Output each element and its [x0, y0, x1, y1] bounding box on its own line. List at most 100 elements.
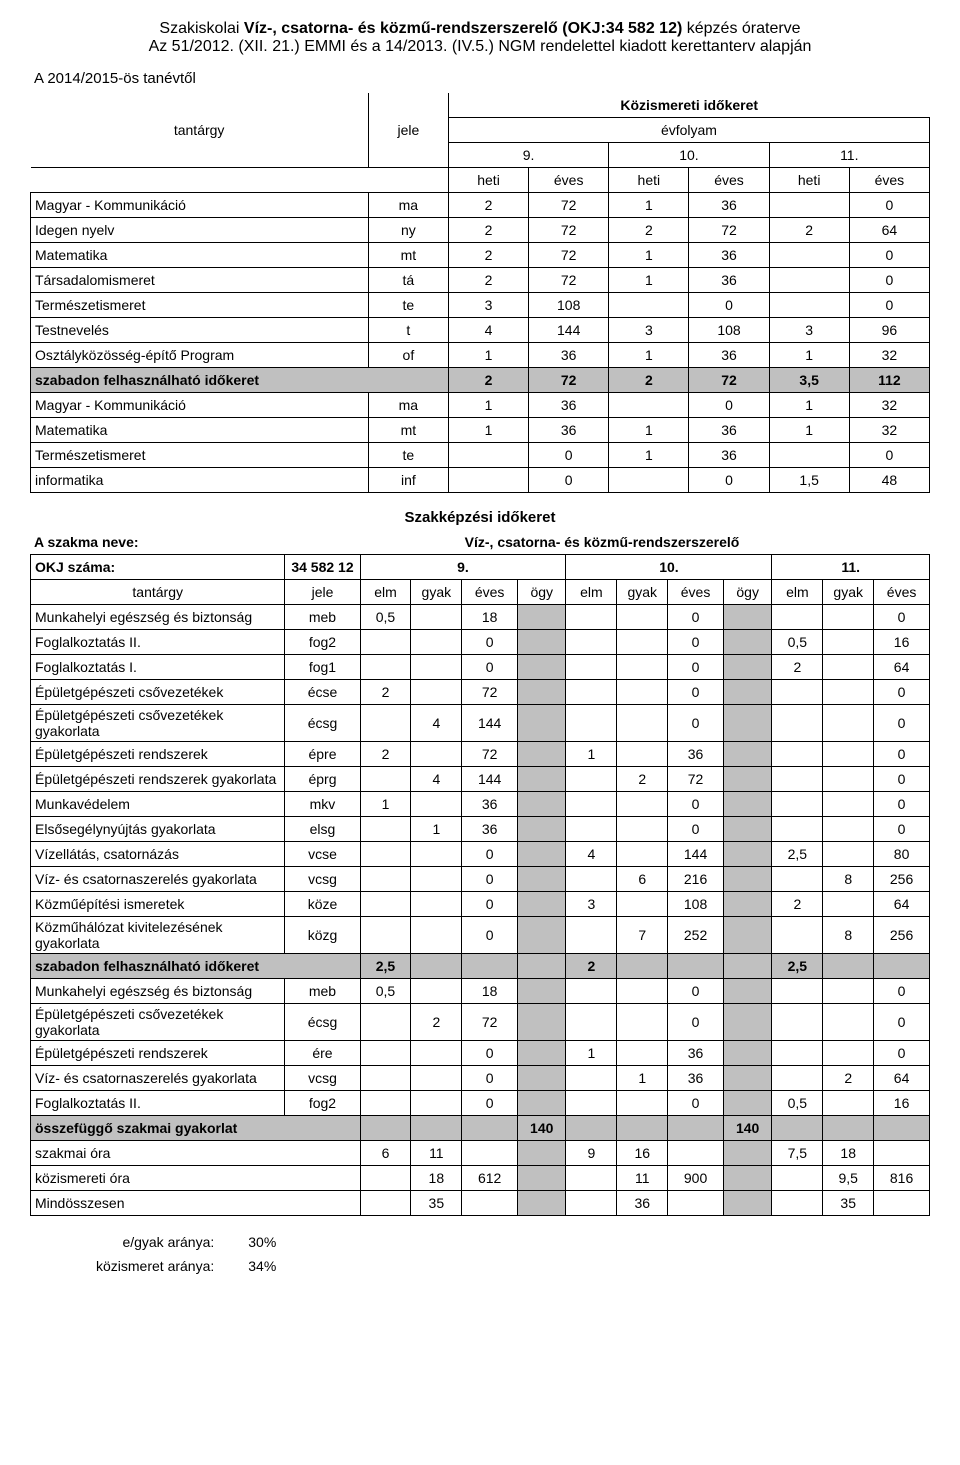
cell	[609, 293, 689, 318]
row-name: Természetismeret	[31, 293, 369, 318]
cell: 32	[849, 393, 929, 418]
cell: 16	[874, 1091, 930, 1116]
row-name: Idegen nyelv	[31, 218, 369, 243]
cell: 1	[566, 742, 617, 767]
cell	[617, 1004, 668, 1041]
cell: 36	[689, 193, 769, 218]
cell: 1	[609, 443, 689, 468]
kozismereti-title: Közismereti időkeret	[448, 93, 929, 118]
cell	[360, 892, 411, 917]
cell	[518, 742, 566, 767]
ratio-value: 30%	[220, 1230, 282, 1254]
cell	[411, 1116, 462, 1141]
row-code: mt	[368, 418, 448, 443]
row-code: meb	[285, 979, 360, 1004]
cell	[668, 1191, 724, 1216]
cell: 0	[689, 468, 769, 493]
heti-header: heti	[609, 168, 689, 193]
cell: 1	[448, 393, 528, 418]
row-name: Természetismeret	[31, 443, 369, 468]
cell	[617, 892, 668, 917]
row-code: fog2	[285, 1091, 360, 1116]
cell: 0	[668, 1004, 724, 1041]
cell	[360, 630, 411, 655]
table-row: Épületgépészeti rendszereképre2721360	[31, 742, 930, 767]
cell: 4	[448, 318, 528, 343]
cell	[518, 767, 566, 792]
cell: 140	[518, 1116, 566, 1141]
row-code: te	[368, 443, 448, 468]
cell: 0	[668, 817, 724, 842]
cell	[772, 1066, 823, 1091]
table-row: tantárgy jele Közismereti időkeret	[31, 93, 930, 118]
cell	[772, 917, 823, 954]
table-row: Vízellátás, csatornázásvcse041442,580	[31, 842, 930, 867]
ogy-header: ögy	[518, 580, 566, 605]
cell	[617, 954, 668, 979]
row-name: Épületgépészeti rendszerek	[31, 1041, 285, 1066]
cell	[566, 867, 617, 892]
cell: 2,5	[772, 842, 823, 867]
cell	[462, 954, 518, 979]
row-code: éprg	[285, 767, 360, 792]
cell	[518, 842, 566, 867]
cell	[723, 1191, 771, 1216]
cell: 0	[849, 268, 929, 293]
cell: 256	[874, 917, 930, 954]
cell: 1	[566, 1041, 617, 1066]
cell	[462, 1116, 518, 1141]
row-name: Foglalkoztatás II.	[31, 1091, 285, 1116]
cell: 1	[609, 268, 689, 293]
table-row: Épületgépészeti csővezetékekécse27200	[31, 680, 930, 705]
grade-10: 10.	[609, 143, 769, 168]
cell	[769, 243, 849, 268]
cell: 64	[849, 218, 929, 243]
row-code: ma	[368, 193, 448, 218]
cell: 0	[874, 979, 930, 1004]
cell	[448, 468, 528, 493]
cell: 0	[849, 193, 929, 218]
cell	[411, 1066, 462, 1091]
cell: 36	[689, 343, 769, 368]
cell	[823, 1004, 874, 1041]
szakkepzesi-table: OKJ száma: 34 582 12 9. 10. 11. tantárgy…	[30, 554, 930, 1216]
cell	[723, 742, 771, 767]
cell: 0	[874, 742, 930, 767]
cell	[518, 892, 566, 917]
cell: 1	[769, 418, 849, 443]
evfolyam-header: évfolyam	[448, 118, 929, 143]
table-row: Matematikamt2721360	[31, 243, 930, 268]
eves-header: éves	[689, 168, 769, 193]
cell	[360, 1004, 411, 1041]
cell	[518, 1066, 566, 1091]
cell: 4	[566, 842, 617, 867]
table-row: Elsősegélynyújtás gyakorlataelsg13600	[31, 817, 930, 842]
cell	[518, 917, 566, 954]
cell	[823, 1116, 874, 1141]
cell: 36	[689, 443, 769, 468]
cell	[723, 1004, 771, 1041]
cell: 0,5	[772, 1091, 823, 1116]
row-name: Épületgépészeti csővezetékek gyakorlata	[31, 705, 285, 742]
cell	[617, 630, 668, 655]
cell: 1	[769, 343, 849, 368]
cell	[769, 443, 849, 468]
cell	[772, 867, 823, 892]
cell: 216	[668, 867, 724, 892]
eves-header: éves	[462, 580, 518, 605]
cell: 8	[823, 867, 874, 892]
cell	[462, 1141, 518, 1166]
cell	[518, 605, 566, 630]
cell: 72	[462, 1004, 518, 1041]
row-code: köze	[285, 892, 360, 917]
row-name: összefüggő szakmai gyakorlat	[31, 1116, 361, 1141]
cell	[518, 817, 566, 842]
table-row: Magyar - Kommunikációma1360132	[31, 393, 930, 418]
cell	[360, 1191, 411, 1216]
cell	[723, 867, 771, 892]
table-row: Közműépítési ismeretekköze03108264	[31, 892, 930, 917]
cell: 2	[609, 368, 689, 393]
cell: 0	[462, 842, 518, 867]
gyak-header: gyak	[617, 580, 668, 605]
cell: 0	[462, 917, 518, 954]
